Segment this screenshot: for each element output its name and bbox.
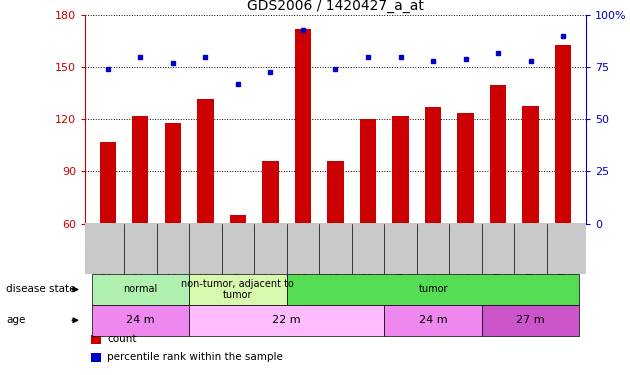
Bar [360,120,376,224]
Bar [457,112,474,224]
Bar [328,161,343,224]
Bar [230,215,246,223]
Title: GDS2006 / 1420427_a_at: GDS2006 / 1420427_a_at [247,0,424,13]
Text: normal: normal [123,285,158,294]
Text: tumor: tumor [418,285,448,294]
Text: age: age [6,315,26,325]
Bar [100,142,116,224]
Text: 24 m: 24 m [419,315,447,325]
Bar [490,85,507,224]
Text: 27 m: 27 m [517,315,545,325]
Bar [262,161,278,224]
Bar [197,99,214,224]
Text: non-tumor, adjacent to
tumor: non-tumor, adjacent to tumor [181,279,294,300]
Text: 24 m: 24 m [126,315,154,325]
Text: 22 m: 22 m [272,315,301,325]
Text: count: count [107,334,137,344]
Bar [164,123,181,224]
Bar [555,45,571,224]
Bar [425,107,441,224]
Bar [295,29,311,224]
Bar [392,116,409,224]
Bar [522,106,539,224]
Bar [132,116,149,224]
Text: disease state: disease state [6,285,76,294]
Text: percentile rank within the sample: percentile rank within the sample [107,352,283,362]
